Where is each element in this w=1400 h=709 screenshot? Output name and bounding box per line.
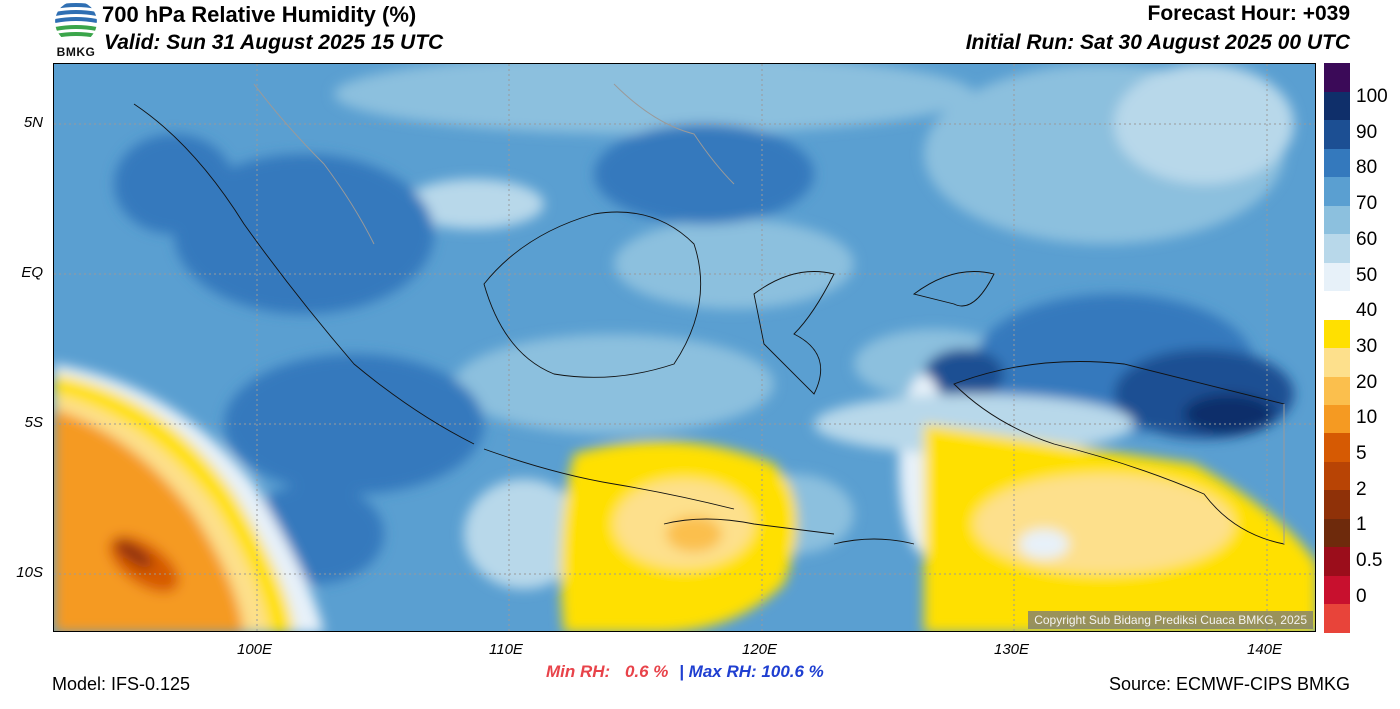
colorbar-label: 40 — [1356, 300, 1378, 322]
colorbar-segment — [1324, 290, 1350, 320]
rh-stats: Min RH: 0.6 % | Max RH: 100.6 % — [546, 662, 824, 682]
lat-label-10s: 10S — [16, 564, 43, 581]
lon-label-140e: 140E — [1247, 641, 1283, 658]
colorbar-label: 2 — [1356, 478, 1367, 500]
colorbar-segment — [1324, 575, 1350, 605]
bmkg-emblem-icon — [55, 1, 97, 43]
colorbar — [1324, 63, 1350, 633]
colorbar-label: 50 — [1356, 264, 1378, 286]
lon-label-130e: 130E — [994, 641, 1030, 658]
colorbar-label: 1 — [1356, 514, 1367, 536]
colorbar-label: 30 — [1356, 335, 1378, 357]
forecast-hour: Forecast Hour: +039 — [1147, 2, 1351, 25]
lat-label-5n: 5N — [23, 114, 43, 131]
colorbar-segment — [1324, 461, 1350, 491]
colorbar-segment — [1324, 262, 1350, 292]
colorbar-segment — [1324, 546, 1350, 576]
colorbar-label: 0 — [1356, 585, 1367, 607]
colorbar-label: 5 — [1356, 443, 1367, 464]
colorbar-segment — [1324, 176, 1350, 206]
colorbar-segment — [1324, 319, 1350, 349]
max-rh-label: Max RH: — [688, 662, 757, 681]
colorbar-segment — [1324, 375, 1350, 405]
colorbar-segment — [1324, 603, 1350, 633]
model-label: Model: IFS-0.125 — [52, 674, 191, 694]
copyright-notice: Copyright Sub Bidang Prediksi Cuaca BMKG… — [1028, 611, 1313, 629]
colorbar-label: 20 — [1356, 371, 1378, 393]
colorbar-segment — [1324, 404, 1350, 434]
map-title: 700 hPa Relative Humidity (%) — [102, 2, 417, 27]
colorbar-segment — [1324, 233, 1350, 263]
colorbar-label: 10 — [1356, 407, 1378, 429]
logo-text: BMKG — [56, 45, 96, 59]
lat-label-5s: 5S — [24, 414, 43, 431]
colorbar-segment — [1324, 205, 1350, 235]
stats-separator: | — [679, 662, 684, 681]
colorbar-segment — [1324, 148, 1350, 178]
valid-time: Valid: Sun 31 August 2025 15 UTC — [104, 31, 444, 54]
colorbar-segment — [1324, 432, 1350, 462]
min-rh-value: 0.6 % — [624, 662, 669, 681]
colorbar-label: 80 — [1356, 157, 1378, 179]
colorbar-segment — [1324, 347, 1350, 377]
lon-label-120e: 120E — [742, 641, 778, 658]
initial-run: Initial Run: Sat 30 August 2025 00 UTC — [965, 31, 1350, 54]
lon-label-100e: 100E — [237, 641, 273, 658]
lat-label-eq: EQ — [21, 264, 43, 281]
source-label: Source: ECMWF-CIPS BMKG — [1108, 674, 1350, 694]
max-rh-value: 100.6 % — [761, 662, 824, 681]
colorbar-segment — [1324, 119, 1350, 149]
colorbar-segment — [1324, 91, 1350, 121]
humidity-field — [54, 64, 1315, 631]
humidity-map: Copyright Sub Bidang Prediksi Cuaca BMKG… — [53, 63, 1316, 632]
lon-label-110e: 110E — [489, 641, 523, 658]
colorbar-label: 100 — [1356, 86, 1388, 107]
colorbar-segment — [1324, 518, 1350, 548]
min-rh-label: Min RH: — [546, 662, 611, 681]
colorbar-label: 60 — [1356, 228, 1378, 250]
colorbar-segment — [1324, 63, 1350, 92]
colorbar-label: 90 — [1356, 121, 1378, 143]
colorbar-segment — [1324, 489, 1350, 519]
colorbar-label: 0.5 — [1356, 550, 1383, 572]
bmkg-logo: BMKG — [52, 1, 100, 59]
colorbar-label: 70 — [1356, 193, 1378, 215]
